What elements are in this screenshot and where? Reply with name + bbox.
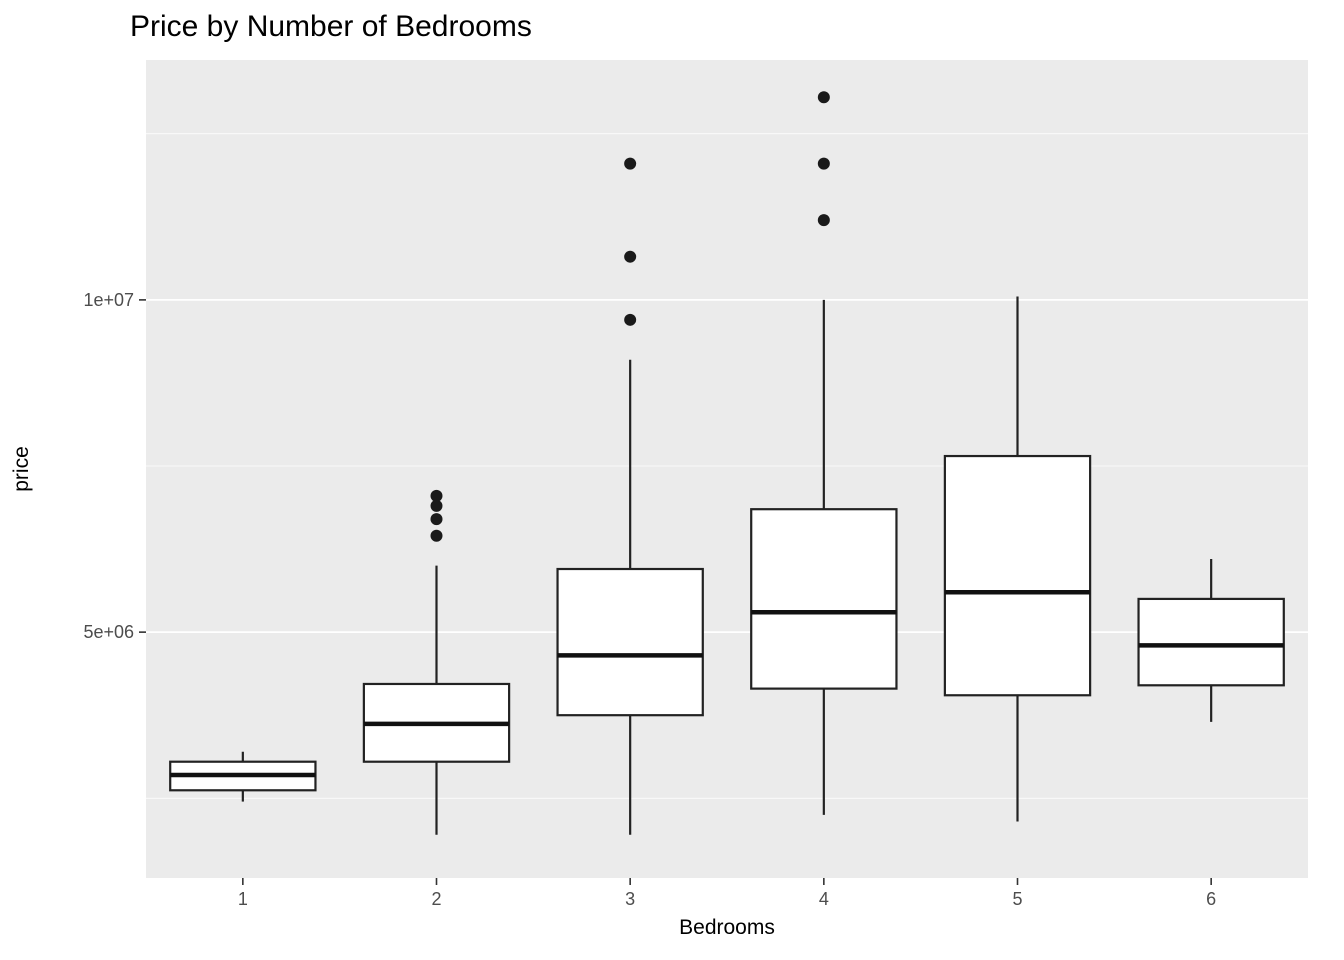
- outlier-point: [624, 250, 637, 263]
- outlier-point: [624, 313, 637, 326]
- outlier-point: [430, 513, 443, 526]
- x-tick-label: 5: [1012, 889, 1023, 909]
- x-tick-label: 6: [1206, 889, 1217, 909]
- y-tick-label: 1e+07: [83, 289, 134, 310]
- box: [750, 508, 898, 690]
- y-tick-label: 5e+06: [83, 622, 134, 643]
- outlier-point: [430, 489, 443, 502]
- chart-title: Price by Number of Bedrooms: [130, 10, 532, 43]
- outlier-point: [817, 91, 830, 104]
- box: [556, 567, 704, 717]
- x-axis-title: Bedrooms: [679, 916, 775, 939]
- x-tick-label: 4: [818, 889, 829, 909]
- x-tick-label: 1: [237, 889, 248, 909]
- outlier-point: [624, 157, 637, 170]
- x-tick-label: 2: [431, 889, 442, 909]
- box: [1137, 597, 1285, 687]
- y-axis-title: price: [10, 446, 33, 492]
- outlier-point: [430, 499, 443, 512]
- plot-panel: [146, 60, 1308, 878]
- outlier-point: [817, 214, 830, 227]
- box: [943, 454, 1092, 697]
- x-tick-label: 3: [625, 889, 636, 909]
- outlier-point: [430, 529, 443, 542]
- outlier-point: [817, 157, 830, 170]
